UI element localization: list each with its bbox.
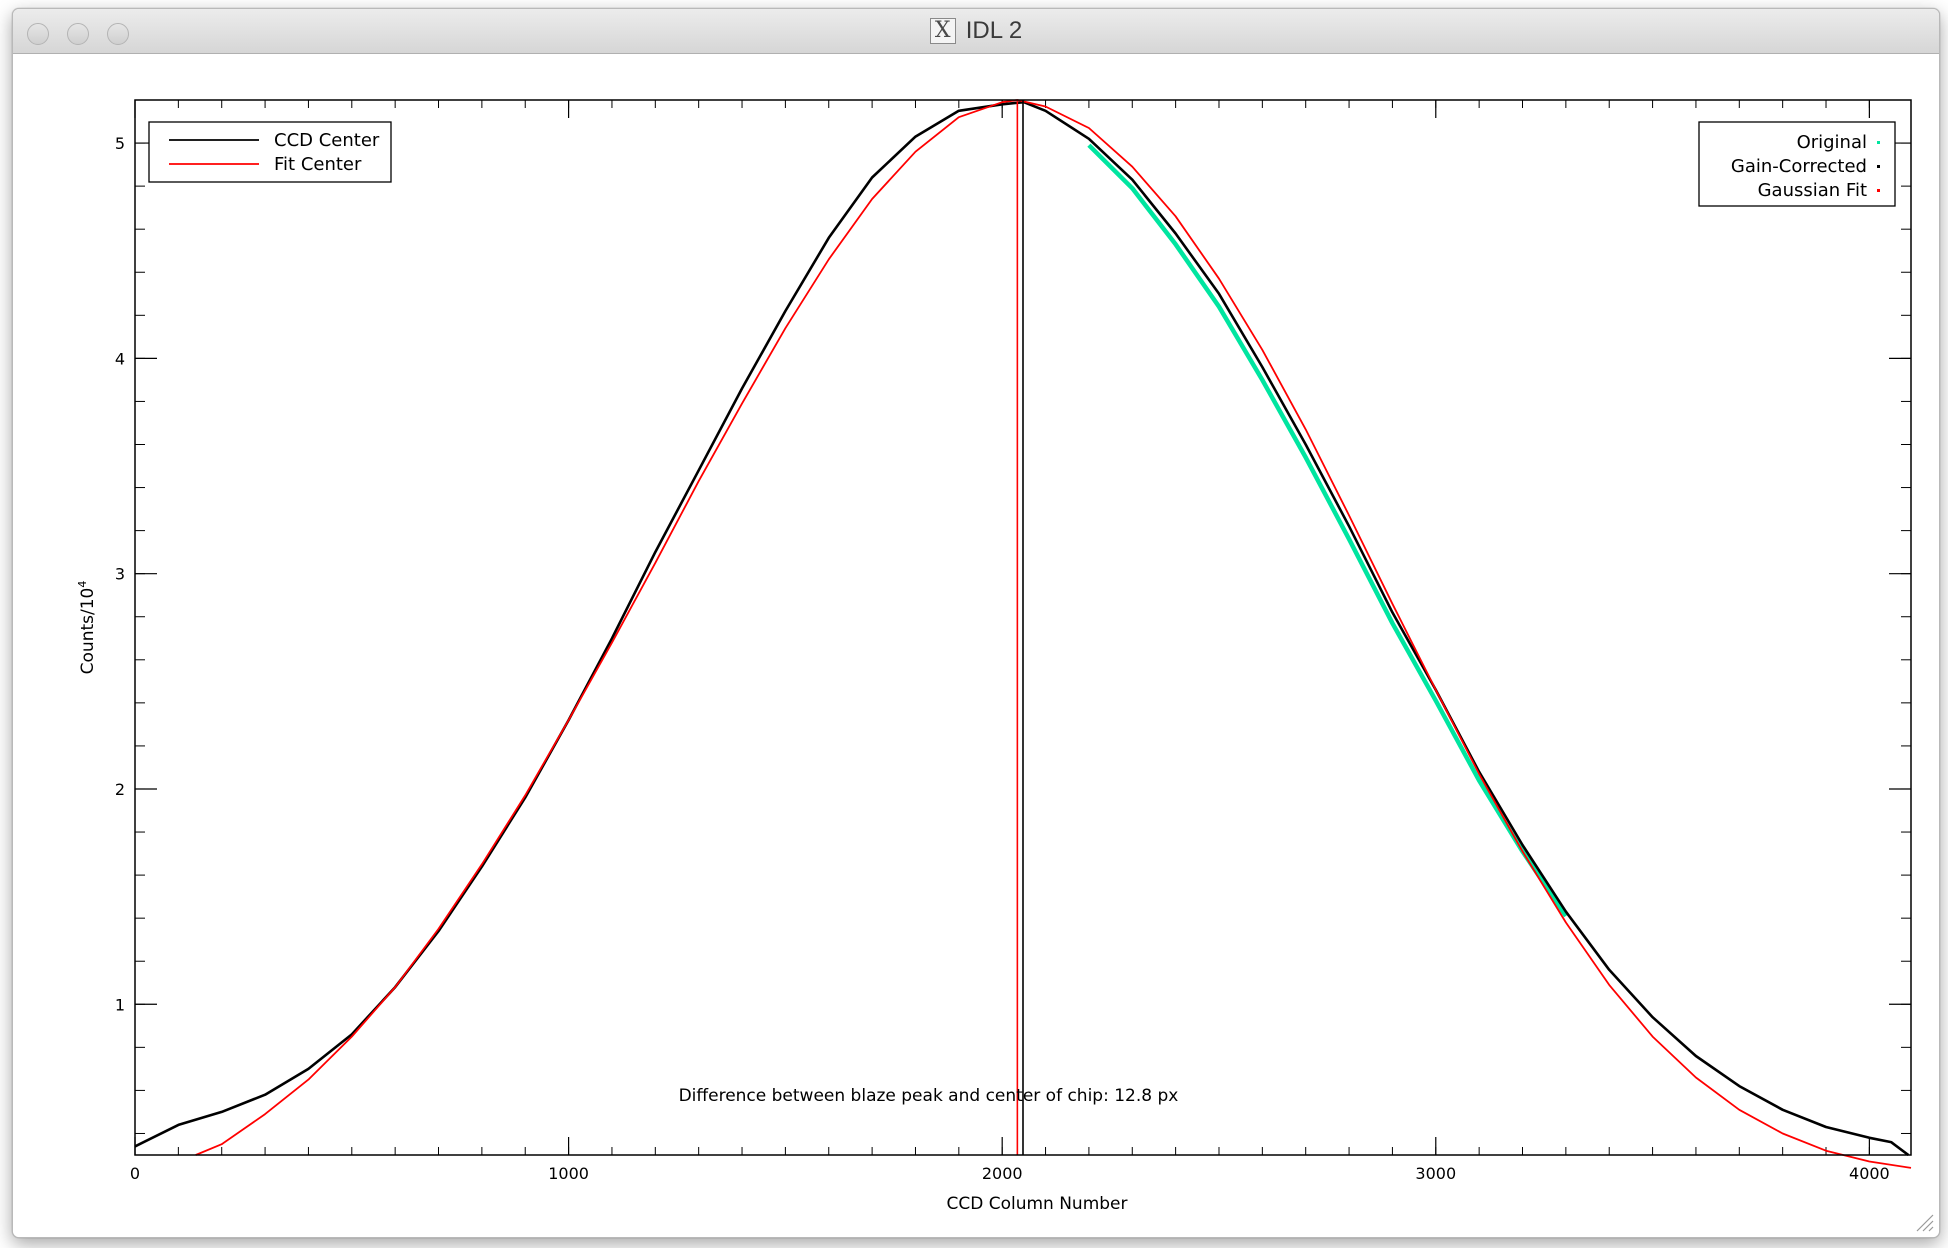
x-axis-label: CCD Column Number (946, 1194, 1127, 1214)
legend-right-symbol (1877, 165, 1880, 168)
resize-grip-icon[interactable] (1913, 1211, 1935, 1233)
minimize-button[interactable] (67, 23, 89, 45)
peak-difference-annotation: Difference between blaze peak and center… (679, 1086, 1179, 1106)
zoom-button[interactable] (107, 23, 129, 45)
y-tick-label: 1 (115, 995, 125, 1014)
window-title: IDL 2 (965, 17, 1023, 44)
series-line-gaussian-fit (195, 99, 1912, 1169)
legend-right-label: Gaussian Fit (1758, 180, 1867, 201)
legend-right-box (1698, 121, 1896, 207)
y-tick-label: 5 (115, 134, 125, 153)
y-tick-label: 3 (115, 565, 125, 584)
legend-left: CCD Center Fit Center (148, 121, 392, 183)
legend-left-label: CCD Center (274, 130, 380, 151)
x-tick-label: 0 (130, 1164, 140, 1183)
idl-window: X IDL 2 0 1000 2000 3000 4000 1 2 3 4 5 CCD Colum… (12, 8, 1940, 1238)
plot-area: 0 1000 2000 3000 4000 1 2 3 4 5 CCD Column Number… (13, 54, 1939, 1237)
y-axis-label: Counts/104 (76, 581, 98, 675)
y-tick-label: 2 (115, 780, 125, 799)
close-button[interactable] (27, 23, 49, 45)
legend-right-symbol (1877, 141, 1880, 144)
chart-canvas: 0 1000 2000 3000 4000 1 2 3 4 5 CCD Column Number… (76, 99, 1912, 1214)
legend-right-label: Gain-Corrected (1731, 156, 1867, 177)
tick-labels: 0 1000 2000 3000 4000 1 2 3 4 5 (115, 134, 1890, 1183)
y-tick-label: 4 (115, 349, 125, 368)
legend-left-box (148, 121, 392, 183)
y-axis-label-text: Counts/10 (78, 588, 98, 675)
series-layer (134, 99, 1912, 1169)
y-axis-label-exponent: 4 (76, 581, 89, 588)
x-tick-label: 4000 (1849, 1164, 1890, 1183)
legend-left-label: Fit Center (274, 154, 362, 175)
title-bar[interactable]: X IDL 2 (13, 9, 1939, 54)
window-title-group: X IDL 2 (13, 9, 1939, 53)
series-line-original (1087, 143, 1568, 918)
legend-right-label: Original (1797, 132, 1867, 153)
plot-frame (134, 99, 1912, 1156)
x-tick-label: 1000 (548, 1164, 589, 1183)
x-tick-label: 2000 (982, 1164, 1023, 1183)
legend-right: Original Gain-Corrected Gaussian Fit (1698, 121, 1896, 207)
vertical-lines (1016, 100, 1024, 1155)
axis-ticks (134, 99, 1911, 1155)
x11-icon: X (929, 18, 956, 44)
legend-right-symbol (1877, 189, 1880, 192)
x-tick-label: 3000 (1415, 1164, 1456, 1183)
series-line-gain-corrected (134, 100, 1910, 1157)
